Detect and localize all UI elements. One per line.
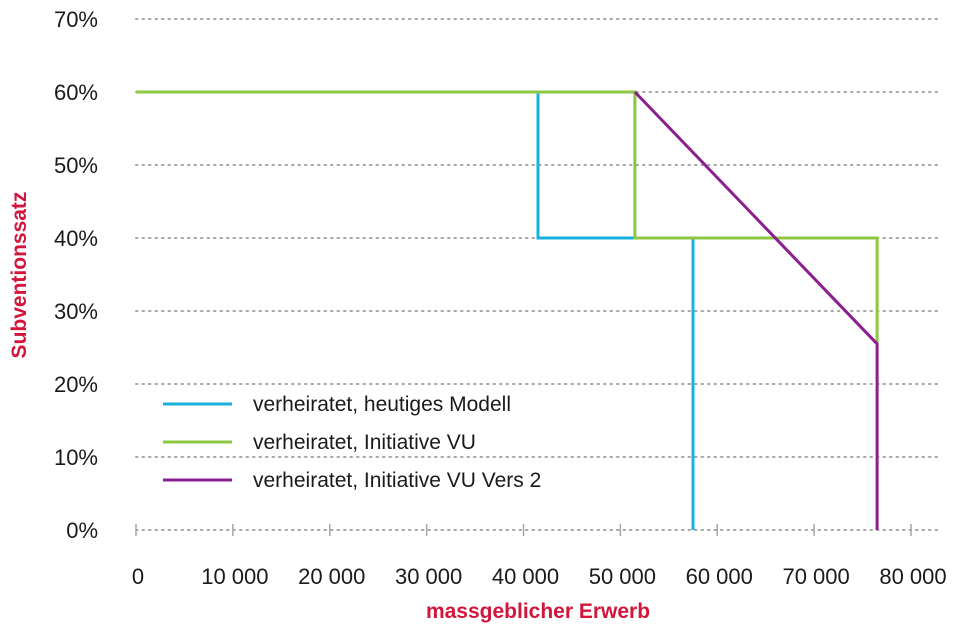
- y-tick-label-5: 50%: [54, 153, 98, 178]
- x-axis-tick-labels: 0 10 000 20 000 30 000 40 000 50 000 60 000 70 …: [132, 564, 947, 589]
- y-axis-tick-labels: 0% 10% 20% 30% 40% 50% 60% 70%: [54, 7, 98, 543]
- x-tick-label-6: 60 000: [686, 564, 753, 589]
- y-tick-label-1: 10%: [54, 445, 98, 470]
- series-line-1: [136, 90, 879, 344]
- x-tick-label-4: 40 000: [492, 564, 559, 589]
- series-lines: [136, 90, 879, 530]
- x-tick-label-3: 30 000: [395, 564, 462, 589]
- x-tick-label-5: 50 000: [589, 564, 656, 589]
- y-tick-label-6: 60%: [54, 80, 98, 105]
- y-tick-label-3: 30%: [54, 299, 98, 324]
- x-tick-label-1: 10 000: [201, 564, 268, 589]
- x-tick-label-0: 0: [132, 564, 144, 589]
- series-line-2: [633, 90, 879, 530]
- y-tick-label-0: 0%: [66, 518, 98, 543]
- y-axis-title: Subventionssatz: [8, 192, 31, 359]
- x-tick-label-7: 70 000: [782, 564, 849, 589]
- legend: verheiratet, heutiges Modell verheiratet,…: [163, 393, 541, 492]
- y-tick-label-2: 20%: [54, 372, 98, 397]
- x-tick-label-8: 80 000: [879, 564, 946, 589]
- y-tick-label-4: 40%: [54, 226, 98, 251]
- legend-label-2: verheiratet, Initiative VU Vers 2: [253, 469, 541, 492]
- x-tick-label-2: 20 000: [298, 564, 365, 589]
- legend-label-1: verheiratet, Initiative VU: [253, 431, 476, 454]
- x-axis-title: massgeblicher Erwerb: [426, 600, 650, 623]
- x-axis-tick-marks: [135, 524, 912, 536]
- y-tick-label-7: 70%: [54, 7, 98, 32]
- legend-label-0: verheiratet, heutiges Modell: [253, 393, 511, 416]
